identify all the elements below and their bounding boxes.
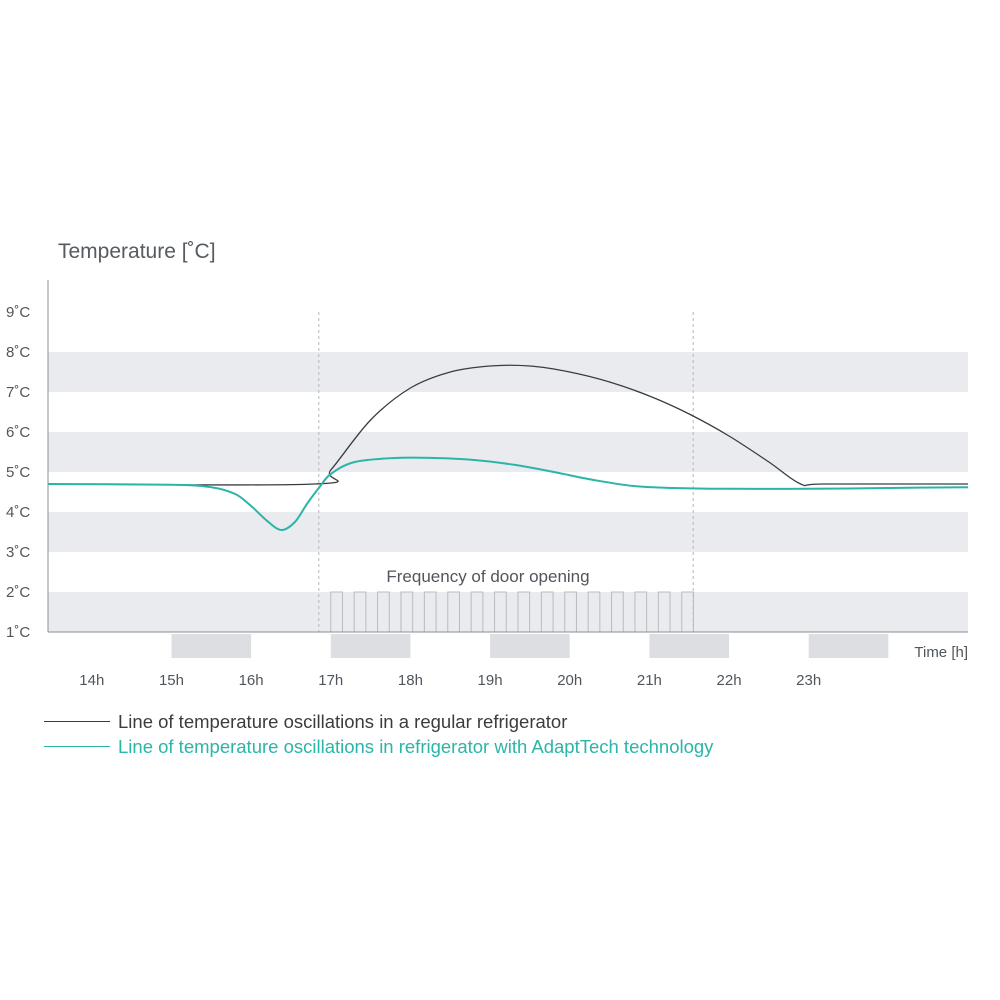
y-tick-label: 5˚C <box>6 464 30 481</box>
x-tick-label: 23h <box>796 672 821 689</box>
legend-label-regular: Line of temperature oscillations in a re… <box>118 710 568 732</box>
legend-label-adapttech: Line of temperature oscillations in refr… <box>118 735 714 757</box>
x-tick-label: 19h <box>478 672 503 689</box>
time-blocks <box>171 634 889 658</box>
time-block-2 <box>490 634 570 658</box>
y-tick-label: 1˚C <box>6 624 30 641</box>
x-tick-label: 20h <box>557 672 582 689</box>
x-tick-label: 22h <box>717 672 742 689</box>
time-block-0 <box>171 634 252 658</box>
x-tick-label: 16h <box>239 672 264 689</box>
x-tick-label: 18h <box>398 672 423 689</box>
time-block-1 <box>330 634 411 658</box>
y-tick-label: 9˚C <box>6 304 30 321</box>
reference-lines <box>318 312 694 632</box>
x-tick-label: 15h <box>159 672 184 689</box>
legend-swatch-regular <box>44 721 110 722</box>
band-7 <box>48 352 968 392</box>
band-5 <box>48 432 968 472</box>
y-axis-title: Temperature [˚C] <box>58 240 216 263</box>
time-block-4 <box>808 634 889 658</box>
series-line-1 <box>47 456 969 531</box>
legend: Line of temperature oscillations in a re… <box>44 709 713 759</box>
x-tick-label: 17h <box>318 672 343 689</box>
band-1 <box>48 592 968 632</box>
door-opening-label: Frequency of door opening <box>386 567 589 586</box>
background-bands <box>48 352 968 632</box>
y-tick-label: 3˚C <box>6 544 30 561</box>
time-block-3 <box>649 634 730 658</box>
x-tick-label: 21h <box>637 672 662 689</box>
band-3 <box>48 512 968 552</box>
legend-item-regular: Line of temperature oscillations in a re… <box>44 709 713 734</box>
x-axis-title: Time [h] <box>914 644 968 661</box>
y-tick-label: 2˚C <box>6 584 30 601</box>
x-tick-labels: 14h 15h 16h 17h 18h 19h 20h 21h 22h 23h <box>79 672 821 689</box>
y-tick-label: 6˚C <box>6 424 30 441</box>
y-tick-label: 8˚C <box>6 344 30 361</box>
series-lines <box>47 364 969 531</box>
legend-item-adapttech: Line of temperature oscillations in refr… <box>44 734 713 759</box>
y-tick-label: 4˚C <box>6 504 30 521</box>
y-tick-labels: 1˚C 2˚C 3˚C 4˚C 5˚C 6˚C 7˚C 8˚C 9˚C <box>6 304 30 641</box>
legend-swatch-adapttech <box>44 746 110 747</box>
y-tick-label: 7˚C <box>6 384 30 401</box>
x-tick-label: 14h <box>79 672 104 689</box>
